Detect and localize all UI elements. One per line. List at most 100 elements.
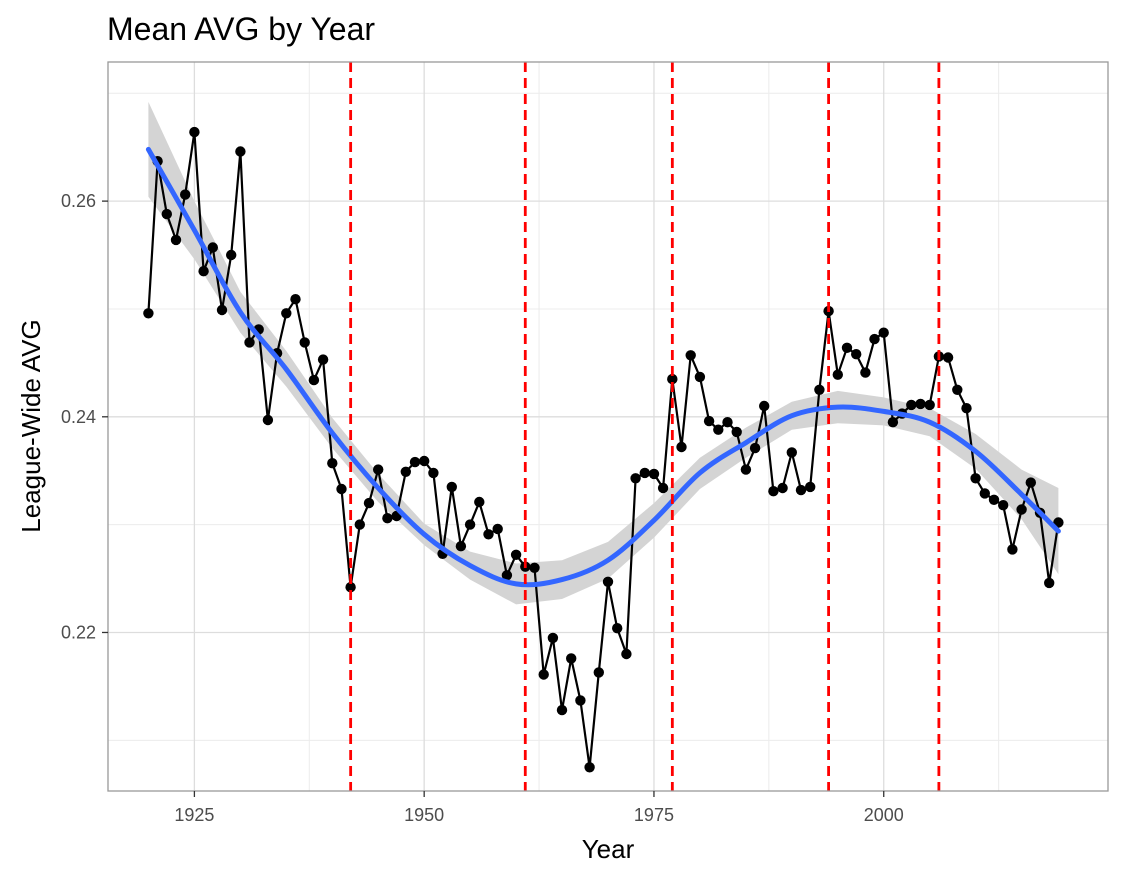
data-point: [281, 308, 292, 319]
data-point: [556, 704, 568, 716]
data-point: [795, 484, 807, 496]
data-point: [988, 494, 1000, 505]
data-point: [731, 426, 742, 438]
vline-layer: [349, 62, 941, 791]
data-point: [1016, 504, 1027, 515]
data-point: [161, 208, 172, 220]
x-axis-title: Year: [582, 834, 635, 864]
data-point: [290, 294, 301, 305]
data-point: [409, 456, 421, 468]
data-point: [336, 483, 347, 495]
data-point: [667, 373, 678, 385]
data-point: [483, 529, 494, 540]
data-point: [841, 342, 853, 353]
data-point: [961, 403, 972, 414]
data-point: [593, 667, 604, 678]
data-point: [1025, 477, 1037, 488]
data-point: [180, 189, 191, 200]
data-point: [703, 415, 715, 427]
data-point: [979, 488, 990, 499]
data-point: [216, 304, 228, 316]
data-point: [952, 384, 963, 395]
data-point: [676, 441, 687, 453]
data-point: [262, 414, 274, 426]
data-point: [143, 308, 154, 319]
data-point: [345, 582, 356, 593]
chart-title: Mean AVG by Year: [107, 11, 375, 47]
data-point: [915, 398, 926, 410]
data-point: [354, 519, 365, 530]
data-point: [759, 400, 770, 412]
data-point: [566, 653, 577, 664]
data-point: [235, 146, 246, 157]
data-point: [207, 242, 218, 253]
data-point: [446, 481, 457, 493]
data-point: [612, 623, 623, 634]
panel-border: [107, 61, 1109, 792]
data-point: [529, 562, 540, 573]
data-point: [244, 337, 255, 348]
data-point: [510, 549, 522, 560]
data-point: [740, 464, 752, 475]
data-layer: [143, 126, 1064, 773]
data-point: [906, 399, 917, 411]
data-point: [722, 417, 733, 428]
data-point: [170, 234, 182, 246]
data-point: [575, 695, 586, 706]
data-point: [851, 349, 862, 360]
x-tick-label: 2000: [864, 805, 904, 825]
data-point: [363, 497, 375, 509]
data-point: [428, 467, 439, 479]
y-axis-title: League-Wide AVG: [16, 319, 46, 532]
data-point: [869, 333, 880, 345]
x-tick-label: 1925: [174, 805, 214, 825]
data-point: [786, 447, 797, 458]
axis-ticks: 1925 1950 1975 2000 0.22 0.24 0.26: [61, 191, 904, 825]
data-point: [464, 519, 476, 530]
data-point: [685, 350, 696, 361]
data-point: [584, 762, 595, 773]
data-point: [327, 458, 338, 469]
y-tick-label: 0.26: [61, 191, 96, 211]
data-point: [189, 126, 200, 138]
data-point: [317, 354, 329, 365]
data-point: [887, 417, 899, 428]
data-point: [621, 648, 632, 660]
data-point: [924, 399, 935, 411]
data-point: [547, 632, 559, 644]
data-point: [455, 541, 467, 552]
data-point: [474, 496, 485, 508]
data-point: [878, 327, 889, 338]
data-point: [373, 464, 384, 475]
data-point: [492, 523, 503, 535]
x-tick-label: 1950: [404, 805, 444, 825]
y-tick-label: 0.22: [61, 622, 96, 642]
data-point: [382, 513, 393, 524]
smooth-layer: [145, 146, 1061, 588]
data-point: [942, 352, 954, 363]
data-point: [501, 570, 513, 581]
data-point: [226, 249, 237, 261]
data-point: [639, 467, 650, 479]
series-line: [147, 131, 1060, 769]
data-point: [1044, 577, 1055, 589]
data-point: [749, 442, 761, 454]
y-tick-label: 0.24: [61, 407, 96, 427]
data-point: [308, 374, 320, 386]
data-point: [768, 486, 779, 497]
data-point: [602, 576, 614, 587]
data-point: [777, 482, 788, 494]
data-point: [419, 455, 430, 467]
data-point: [648, 468, 660, 480]
data-point: [998, 500, 1009, 511]
data-point: [538, 669, 549, 680]
data-point: [630, 473, 641, 484]
smooth-line: [145, 146, 1061, 588]
confidence-ribbon: [148, 101, 1059, 605]
data-point: [860, 367, 871, 378]
data-point: [657, 482, 669, 494]
data-point: [713, 424, 724, 435]
data-point: [832, 369, 843, 380]
confidence-ribbon-layer: [148, 101, 1059, 605]
